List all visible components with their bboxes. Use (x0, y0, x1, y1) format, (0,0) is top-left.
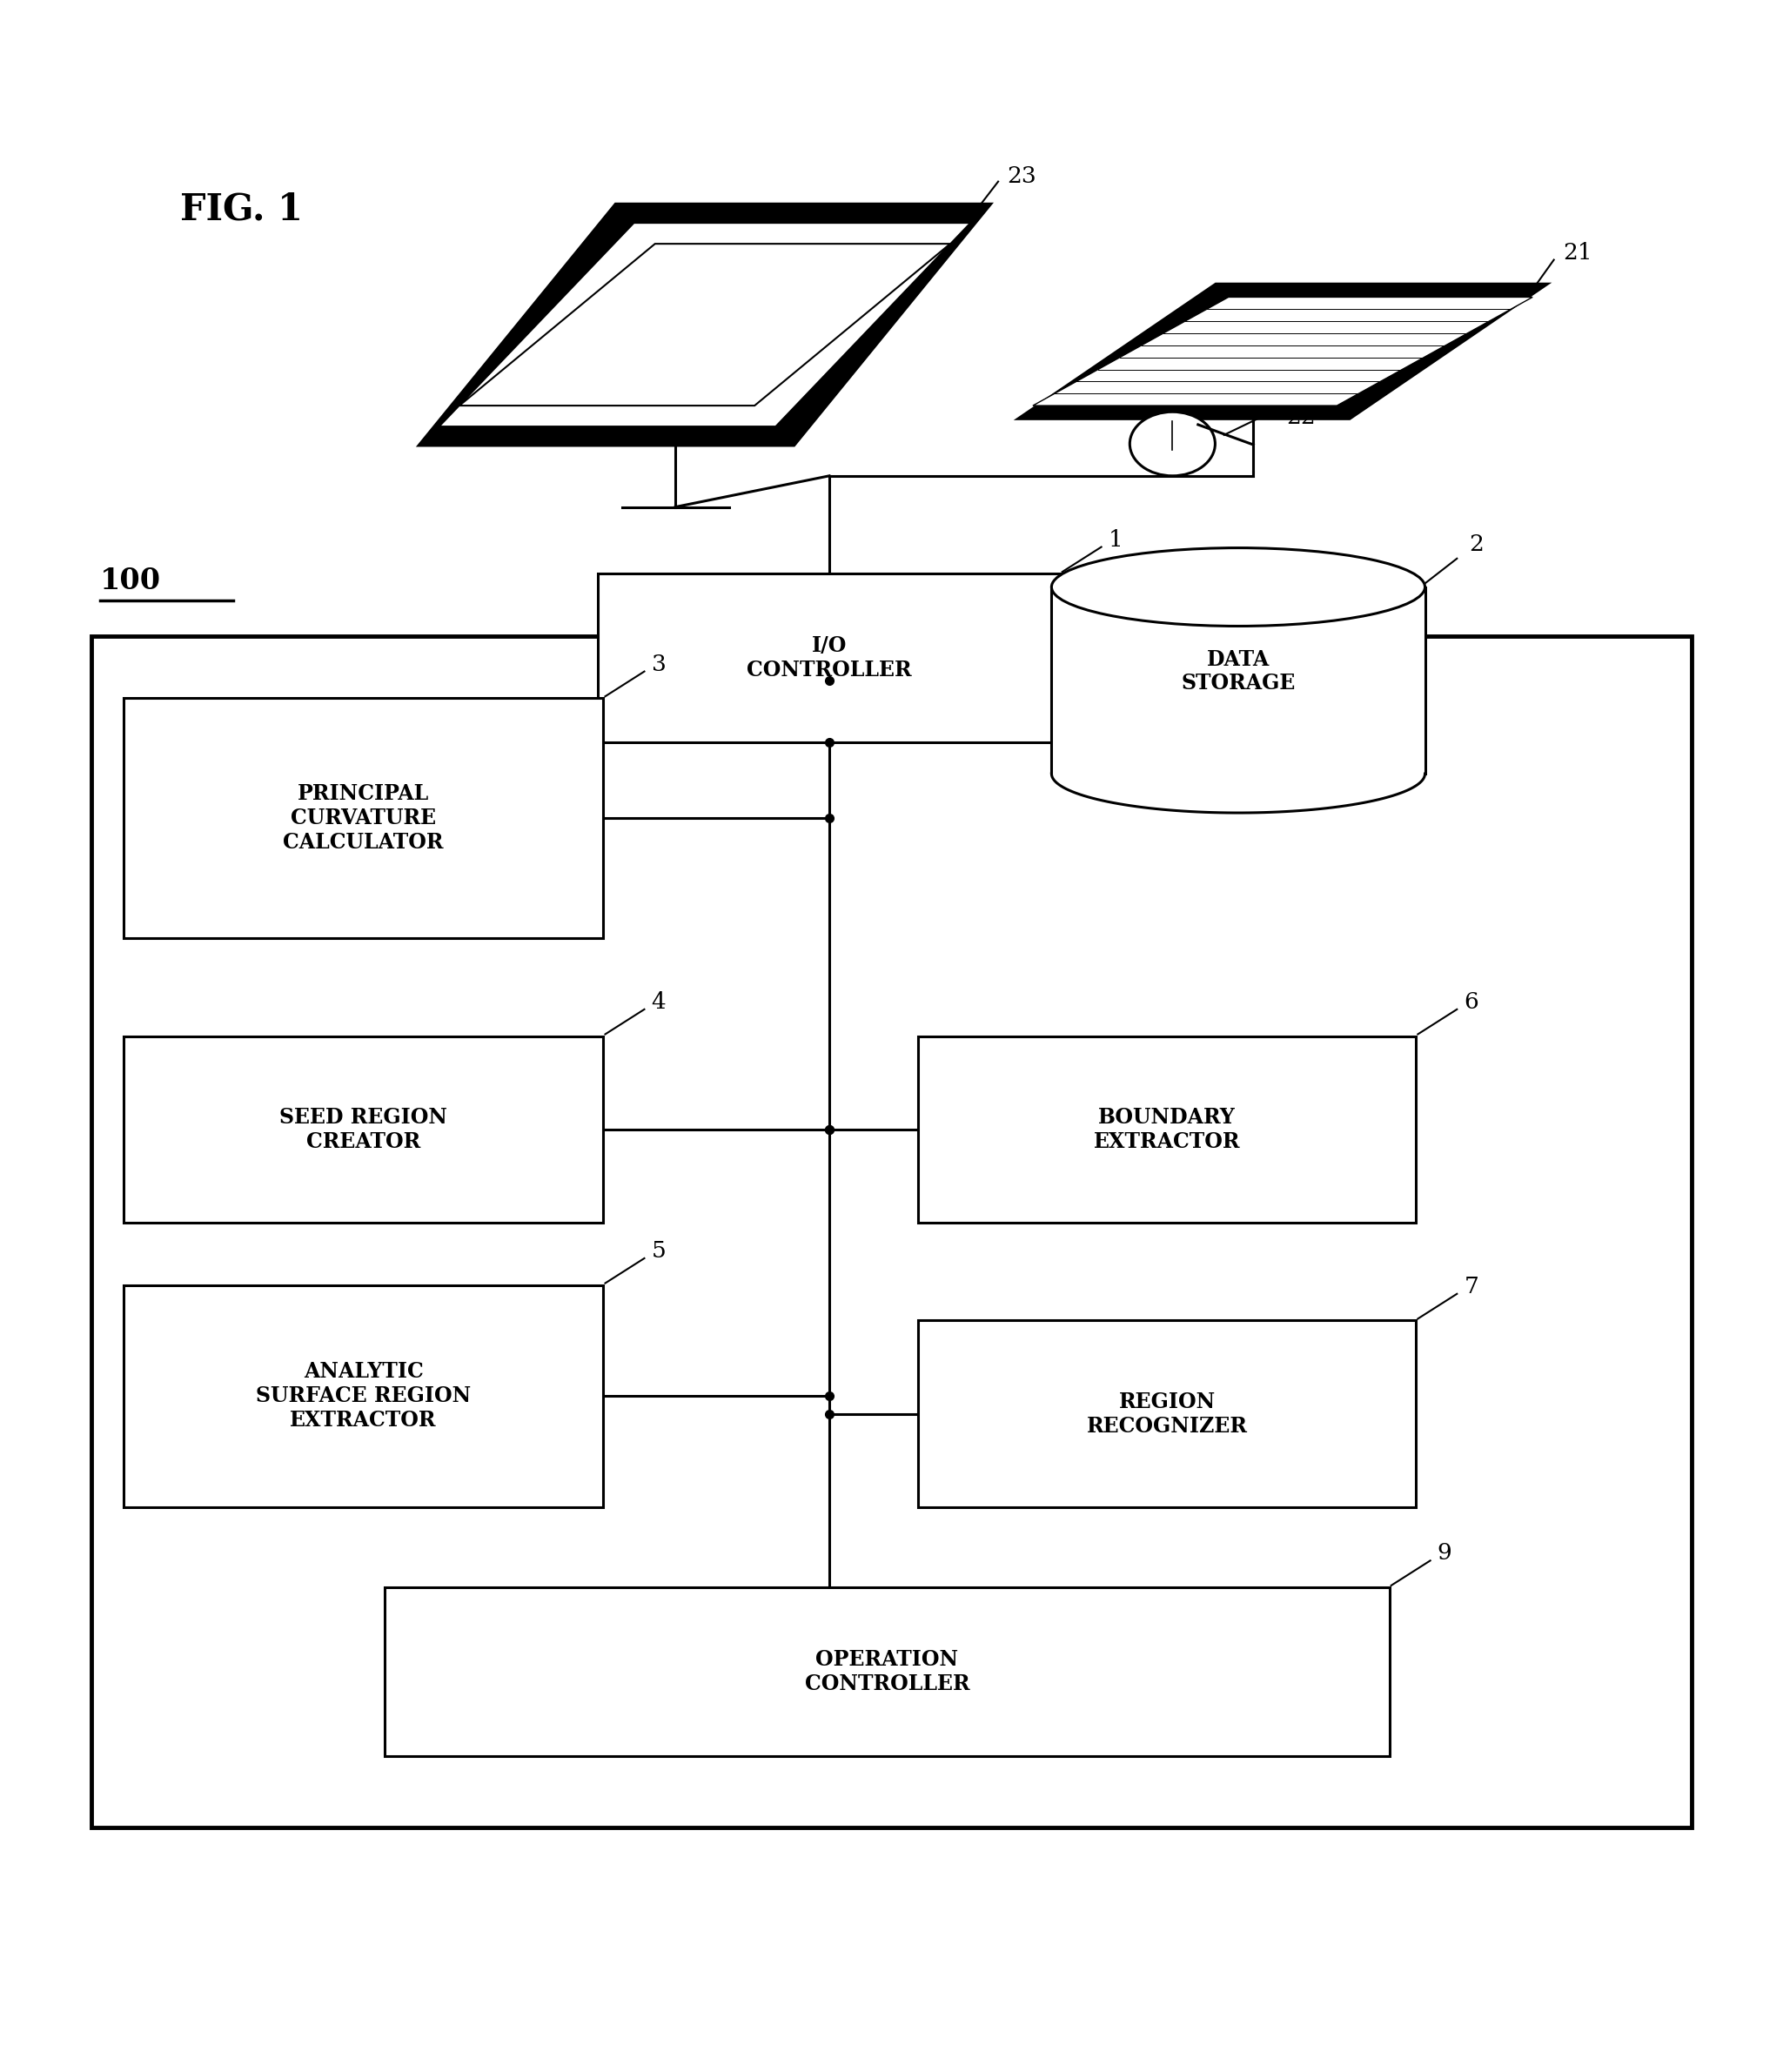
Polygon shape (1032, 296, 1533, 406)
Text: 7: 7 (1464, 1276, 1478, 1297)
Text: 22: 22 (1286, 406, 1316, 429)
Bar (123, 698, 603, 939)
Text: SEED REGION
CREATOR: SEED REGION CREATOR (280, 1106, 448, 1152)
Polygon shape (421, 205, 990, 445)
Bar (385, 1587, 1389, 1757)
Text: 3: 3 (651, 653, 667, 675)
Text: 21: 21 (1562, 242, 1592, 263)
Text: 23: 23 (1007, 166, 1036, 186)
Text: I/O
CONTROLLER: I/O CONTROLLER (747, 636, 911, 682)
Text: ANALYTIC
SURFACE REGION
EXTRACTOR: ANALYTIC SURFACE REGION EXTRACTOR (255, 1361, 471, 1432)
Polygon shape (460, 244, 950, 406)
Bar (91, 636, 1692, 1828)
Text: DATA
STORAGE: DATA STORAGE (1180, 649, 1296, 694)
Text: 4: 4 (651, 990, 667, 1013)
Text: BOUNDARY
EXTRACTOR: BOUNDARY EXTRACTOR (1093, 1106, 1241, 1152)
Bar (918, 1036, 1416, 1222)
Bar (918, 1320, 1416, 1506)
Bar (1052, 586, 1425, 773)
Bar (597, 574, 1061, 742)
Text: 100: 100 (100, 566, 160, 595)
Text: REGION
RECOGNIZER: REGION RECOGNIZER (1086, 1390, 1248, 1436)
Text: OPERATION
CONTROLLER: OPERATION CONTROLLER (804, 1649, 970, 1695)
Text: 2: 2 (1469, 533, 1483, 555)
Text: 5: 5 (651, 1239, 667, 1262)
Text: 1: 1 (1109, 528, 1123, 551)
Text: PRINCIPAL
CURVATURE
CALCULATOR: PRINCIPAL CURVATURE CALCULATOR (283, 783, 444, 854)
Ellipse shape (1130, 412, 1216, 477)
Bar (123, 1285, 603, 1506)
Polygon shape (439, 222, 972, 427)
Bar (123, 1036, 603, 1222)
Text: 9: 9 (1437, 1542, 1451, 1564)
Ellipse shape (1052, 547, 1425, 626)
Text: 6: 6 (1464, 990, 1478, 1013)
Polygon shape (1020, 284, 1546, 419)
Text: FIG. 1: FIG. 1 (180, 191, 303, 228)
